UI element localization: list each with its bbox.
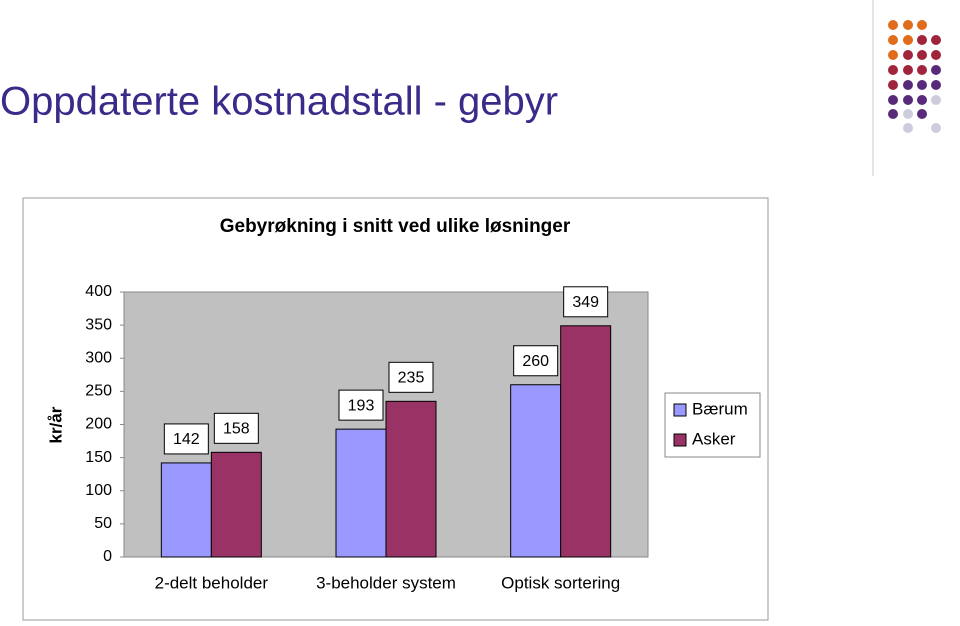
y-tick-label: 50: [94, 515, 112, 532]
x-tick-label: Optisk sortering: [501, 573, 620, 592]
value-label-box: [388, 361, 434, 393]
value-label: 235: [398, 370, 425, 387]
legend-swatch: [673, 433, 687, 447]
y-axis-label: kr/år: [46, 406, 65, 443]
y-tick-label: 150: [85, 449, 112, 466]
value-label: 142: [173, 431, 200, 448]
x-tick-label: 2-delt beholder: [155, 573, 269, 592]
legend-swatch: [673, 403, 687, 417]
bar: [335, 428, 387, 558]
value-label-box: [513, 345, 559, 377]
value-label-box: [563, 286, 609, 318]
value-label-box: [213, 412, 259, 444]
bar: [385, 400, 437, 558]
bar: [160, 462, 212, 558]
y-tick-label: 300: [85, 349, 112, 366]
x-tick-label: 3-beholder system: [316, 573, 456, 592]
legend-label: Bærum: [692, 399, 748, 418]
y-tick-label: 400: [85, 283, 112, 300]
legend-label: Asker: [692, 429, 736, 448]
value-label: 349: [572, 294, 599, 311]
y-tick-label: 200: [85, 416, 112, 433]
value-label: 193: [348, 397, 375, 414]
bar: [210, 451, 262, 558]
value-label: 260: [522, 353, 549, 370]
y-tick-label: 250: [85, 383, 112, 400]
value-label-box: [338, 389, 384, 421]
bar: [560, 325, 612, 558]
decor-dots: [888, 20, 941, 133]
slide-title: Oppdaterte kostnadstall - gebyr: [0, 80, 558, 124]
chart-title: Gebyrøkning i snitt ved ulike løsninger: [220, 216, 571, 237]
y-tick-label: 100: [85, 482, 112, 499]
bar: [510, 384, 562, 558]
value-label-box: [163, 423, 209, 455]
y-tick-label: 0: [103, 548, 112, 565]
y-tick-label: 350: [85, 316, 112, 333]
value-label: 158: [223, 421, 250, 438]
